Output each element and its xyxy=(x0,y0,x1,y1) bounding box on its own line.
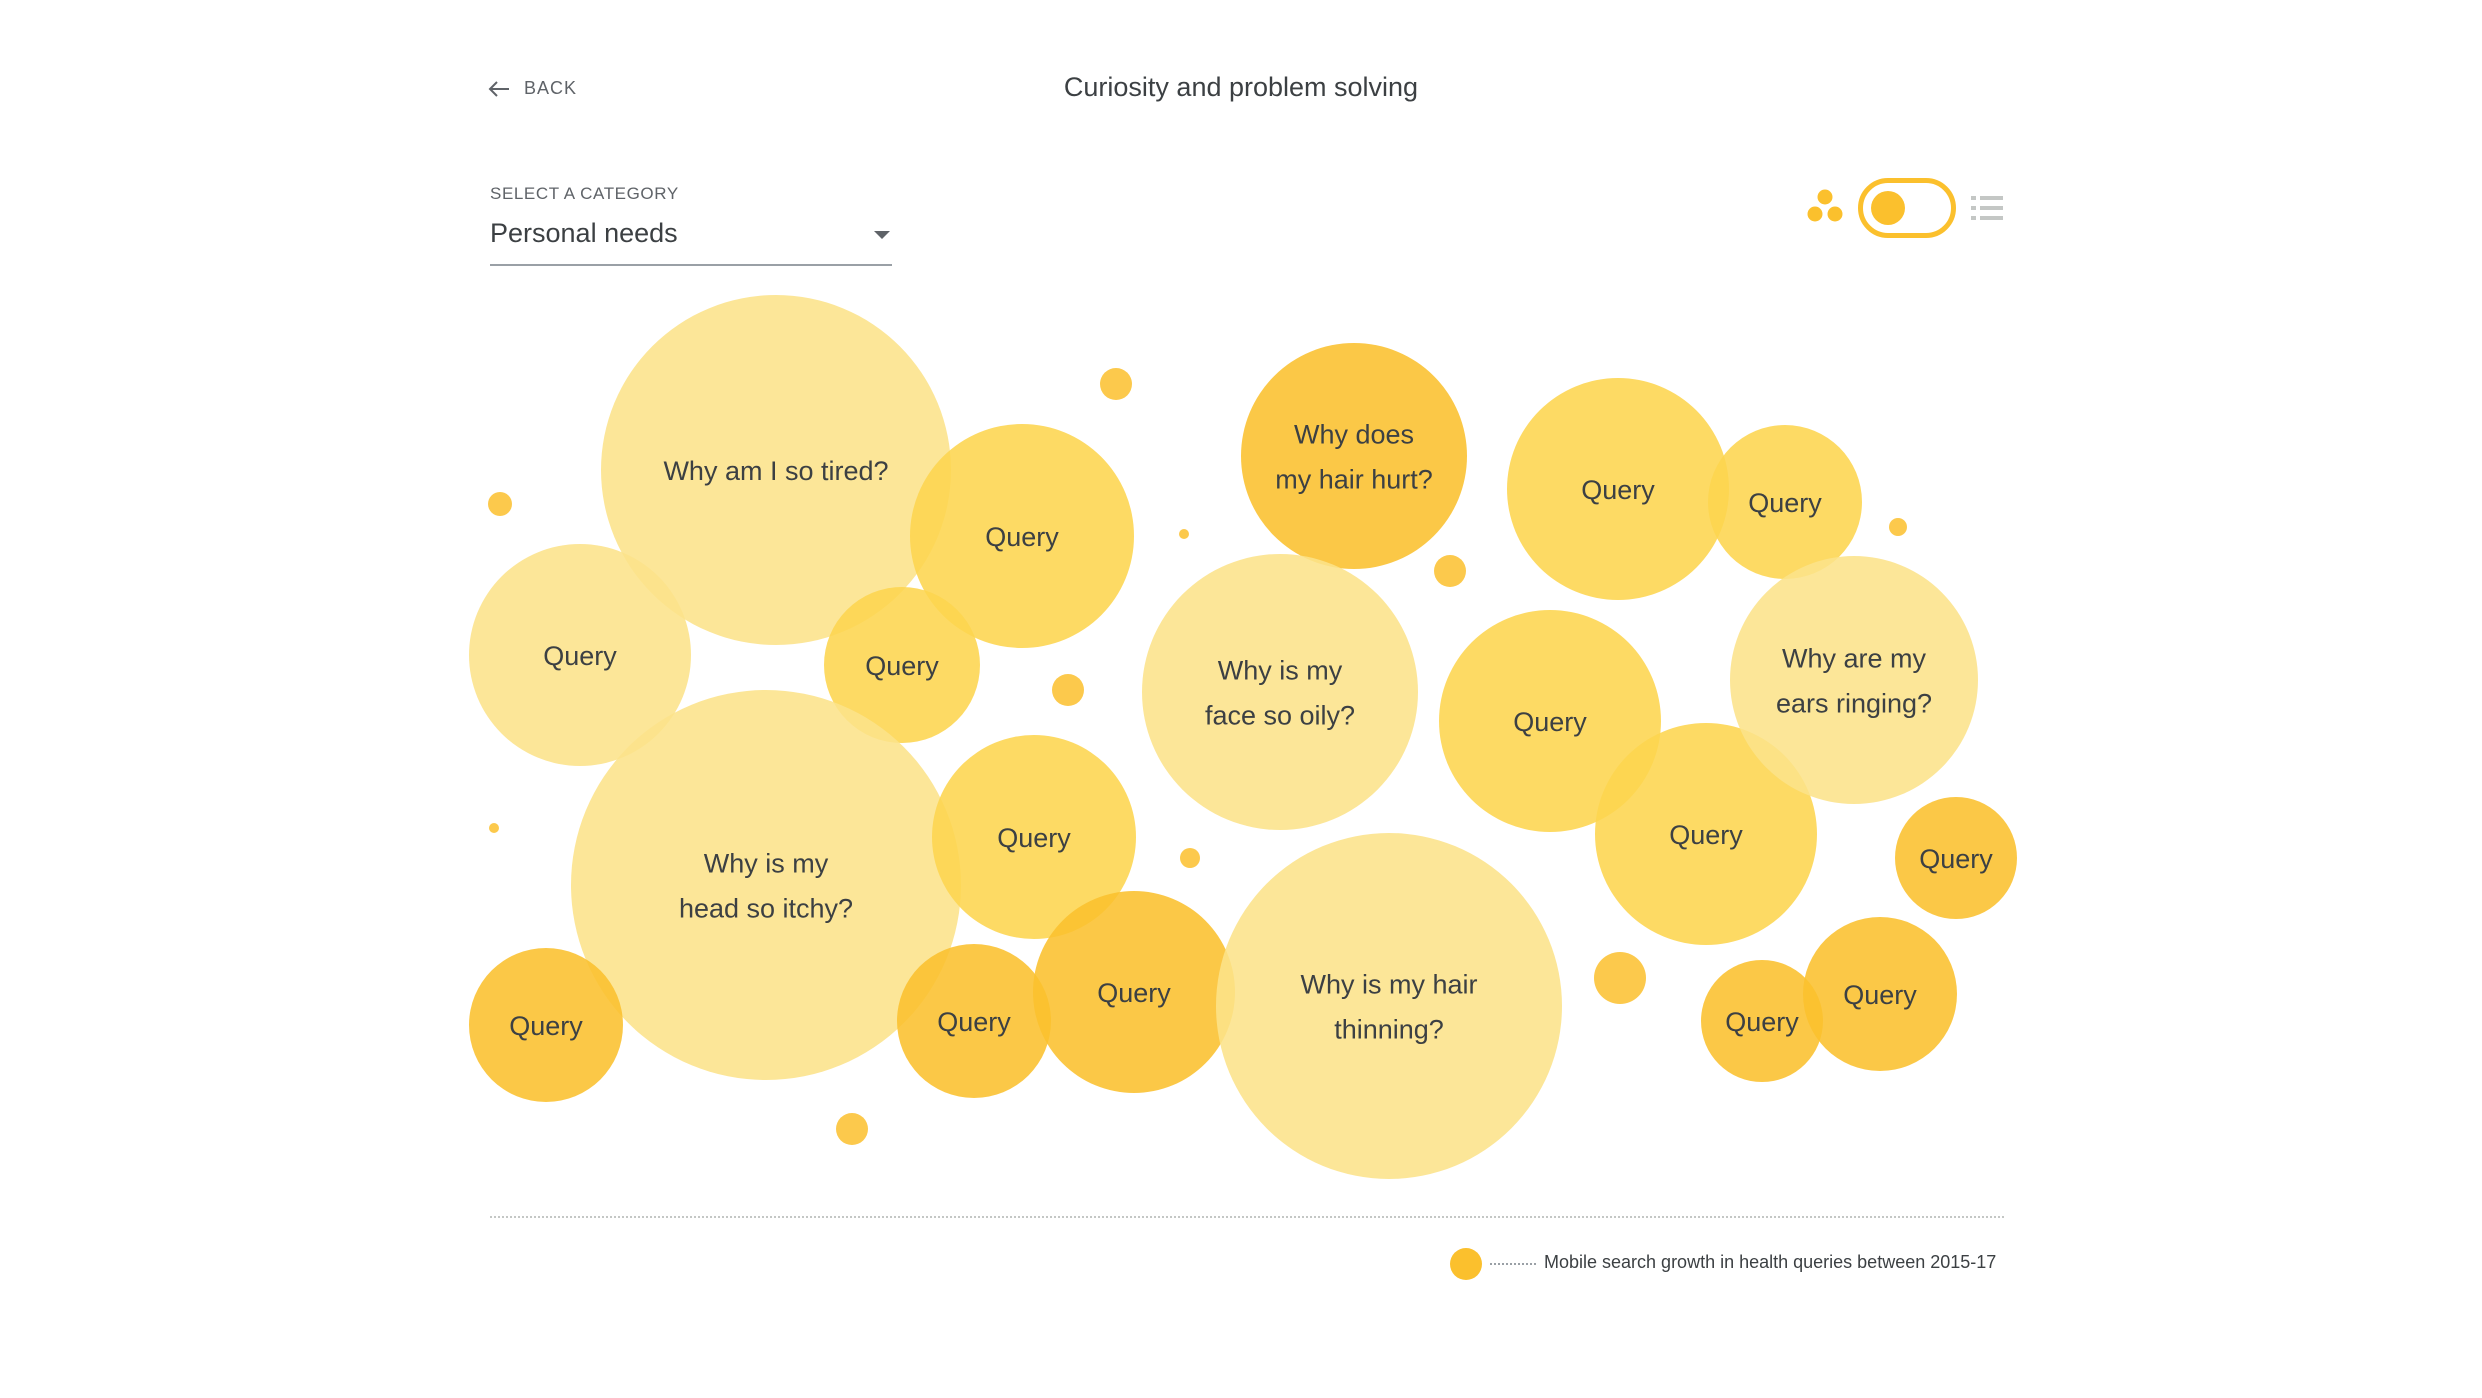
bubble-circle xyxy=(1033,891,1235,1093)
bubble[interactable]: Query xyxy=(824,587,980,743)
bubble-circle xyxy=(1708,425,1862,579)
bubble-circle xyxy=(1595,723,1817,945)
legend-dot xyxy=(1450,1248,1482,1280)
bubble-circle xyxy=(824,587,980,743)
small-dot xyxy=(1052,674,1084,706)
bubble[interactable]: Query xyxy=(1595,723,1817,945)
divider xyxy=(490,1216,2004,1218)
bubble-label: Query xyxy=(1513,707,1587,737)
small-dot xyxy=(1180,848,1200,868)
bubble-circle xyxy=(1701,960,1823,1082)
bubble-circle xyxy=(571,690,961,1080)
bubble-circle xyxy=(1803,917,1957,1071)
bubble-label: Query xyxy=(1725,1007,1799,1037)
bubble-label: Query xyxy=(985,522,1059,552)
bubble-circle xyxy=(1241,343,1467,569)
bubble[interactable]: Query xyxy=(1507,378,1729,600)
bubble[interactable]: Query xyxy=(469,544,691,766)
bubble[interactable]: Why are my ears ringing? xyxy=(1730,556,1978,804)
bubble-label: my hair hurt? xyxy=(1275,465,1433,495)
bubble-circle xyxy=(1507,378,1729,600)
bubble-label: Query xyxy=(543,641,617,671)
bubble-label: Query xyxy=(1748,488,1822,518)
list-icon[interactable] xyxy=(1971,195,2003,221)
bubble-circle xyxy=(469,948,623,1102)
category-label: SELECT A CATEGORY xyxy=(490,184,679,203)
small-dot xyxy=(488,492,512,516)
bubble-label: Why am I so tired? xyxy=(663,456,888,486)
back-button[interactable]: BACK xyxy=(488,78,577,99)
legend-text: Mobile search growth in health queries b… xyxy=(1544,1252,1997,1272)
bubble[interactable]: Query xyxy=(469,948,623,1102)
bubble[interactable]: Query xyxy=(1895,797,2017,919)
bubble-label: Query xyxy=(937,1007,1011,1037)
bubble[interactable]: Query xyxy=(1701,960,1823,1082)
small-dot xyxy=(1179,529,1189,539)
bubble-label: thinning? xyxy=(1334,1015,1444,1045)
legend-line xyxy=(1490,1263,1536,1265)
caret-down-icon xyxy=(874,231,890,239)
bubble-circle xyxy=(932,735,1136,939)
bubble-label: Why does xyxy=(1294,420,1414,450)
bubble-label: Query xyxy=(1919,844,1993,874)
bubble-label: Query xyxy=(1843,980,1917,1010)
bubble-label: Query xyxy=(509,1011,583,1041)
arrow-left-icon xyxy=(488,80,509,97)
bubble[interactable]: Query xyxy=(1708,425,1862,579)
bubble-circle xyxy=(897,944,1051,1098)
bubble-label: Query xyxy=(865,651,939,681)
bubble-label: Why is my hair xyxy=(1300,970,1477,1000)
bubble-circle xyxy=(1216,833,1562,1179)
small-dot xyxy=(1434,555,1466,587)
small-dot xyxy=(1594,952,1646,1004)
bubble-label: ears ringing? xyxy=(1776,689,1932,719)
bubble[interactable]: Query xyxy=(910,424,1134,648)
bubble-circle xyxy=(910,424,1134,648)
bubble-circle xyxy=(1730,556,1978,804)
bubble-circle xyxy=(1895,797,2017,919)
small-dot xyxy=(1100,368,1132,400)
bubble[interactable]: Query xyxy=(897,944,1051,1098)
page-title: Curiosity and problem solving xyxy=(1063,72,1419,102)
bubble-label: head so itchy? xyxy=(679,894,853,924)
category-select[interactable]: Personal needs xyxy=(490,216,892,266)
category-select-value: Personal needs xyxy=(490,218,678,248)
bubbles-icon[interactable] xyxy=(1807,188,1843,224)
bubble-label: Why is my xyxy=(1218,656,1343,686)
bubble-label: Query xyxy=(1669,820,1743,850)
bubble[interactable]: Why is my face so oily? xyxy=(1142,554,1418,830)
bubble[interactable]: Why is my head so itchy? xyxy=(571,690,961,1080)
bubble-label: Why is my xyxy=(704,849,829,879)
toggle-knob xyxy=(1871,191,1905,225)
bubble-label: face so oily? xyxy=(1205,701,1355,731)
bubble-circle xyxy=(1439,610,1661,832)
bubble[interactable]: Query xyxy=(1803,917,1957,1071)
back-label: BACK xyxy=(524,78,578,98)
bubble-label: Why are my xyxy=(1782,644,1927,674)
bubble-circle xyxy=(1142,554,1418,830)
bubble[interactable]: Query xyxy=(932,735,1136,939)
bubble[interactable]: Query xyxy=(1439,610,1661,832)
bubble-label: Query xyxy=(1581,475,1655,505)
bubble[interactable]: Why is my hair thinning? xyxy=(1216,833,1562,1179)
small-dot xyxy=(1889,518,1907,536)
bubble[interactable]: Query xyxy=(1033,891,1235,1093)
bubble[interactable]: Why am I so tired? xyxy=(601,295,951,645)
view-toggle[interactable] xyxy=(1858,178,1956,238)
bubble-label: Query xyxy=(1097,978,1171,1008)
small-dot xyxy=(836,1113,868,1145)
bubble-circle xyxy=(469,544,691,766)
bubble[interactable]: Why does my hair hurt? xyxy=(1241,343,1467,569)
small-dot xyxy=(489,823,499,833)
bubble-circle xyxy=(601,295,951,645)
bubble-label: Query xyxy=(997,823,1071,853)
